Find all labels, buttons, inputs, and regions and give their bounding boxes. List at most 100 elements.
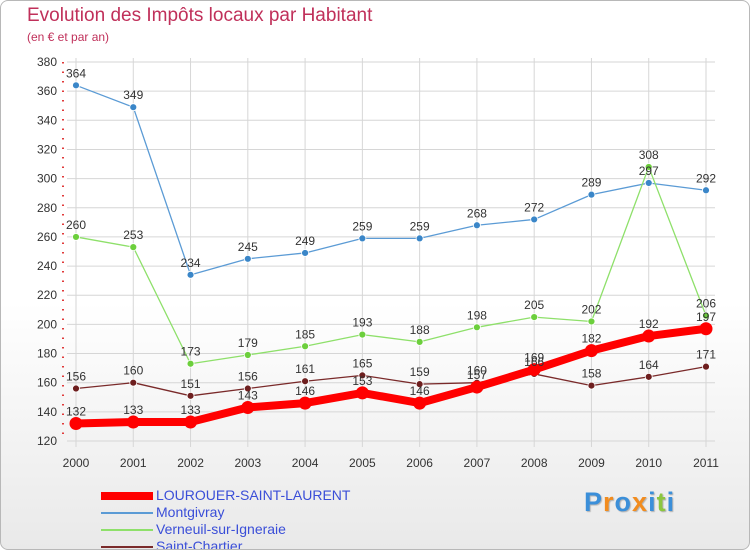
data-point — [301, 342, 309, 351]
y-axis-marker — [62, 328, 64, 330]
data-label: 297 — [639, 164, 659, 178]
data-point — [129, 243, 138, 252]
y-axis-marker — [62, 90, 64, 92]
data-point — [126, 415, 140, 429]
data-point — [301, 249, 309, 257]
data-label: 253 — [123, 228, 143, 242]
logo-letter: o — [614, 487, 633, 517]
data-point — [241, 400, 255, 414]
legend-swatch — [101, 545, 153, 548]
data-label: 164 — [639, 358, 659, 372]
y-axis-marker — [62, 413, 64, 415]
x-tick-label: 2009 — [578, 456, 605, 470]
x-tick-label: 2003 — [234, 456, 261, 470]
y-tick-label: 160 — [37, 376, 57, 390]
y-axis-marker — [62, 100, 64, 102]
x-tick-label: 2005 — [349, 456, 376, 470]
data-label: 308 — [639, 148, 659, 162]
data-point — [702, 362, 710, 371]
data-label: 206 — [696, 297, 716, 311]
series-line — [75, 366, 707, 397]
legend-swatch — [101, 491, 153, 500]
data-point — [355, 386, 369, 400]
y-tick-label: 320 — [37, 142, 57, 156]
legend-label: LOUROUER-SAINT-LAURENT — [156, 487, 351, 503]
data-point — [702, 311, 710, 320]
y-axis-marker — [62, 176, 64, 178]
y-axis-marker — [62, 337, 64, 339]
x-tick-label: 2008 — [521, 456, 548, 470]
legend-label: Verneuil-sur-Igneraie — [156, 521, 286, 537]
data-label: 193 — [352, 316, 372, 330]
x-tick-label: 2011 — [693, 456, 719, 470]
data-label: 249 — [295, 234, 315, 248]
y-tick-label: 180 — [37, 347, 57, 361]
data-label: 245 — [238, 240, 258, 254]
data-point — [69, 417, 83, 431]
data-label: 156 — [66, 370, 86, 384]
data-point — [415, 380, 424, 389]
data-label: 202 — [581, 302, 601, 316]
x-tick-label: 2006 — [406, 456, 433, 470]
y-axis-marker — [62, 214, 64, 216]
y-axis-marker — [62, 394, 64, 396]
data-label: 179 — [238, 336, 258, 350]
data-point — [413, 396, 427, 410]
y-tick-label: 340 — [37, 113, 57, 127]
data-point — [530, 313, 539, 321]
data-point — [129, 378, 138, 387]
data-point — [186, 270, 195, 279]
data-label: 169 — [524, 351, 544, 365]
data-point — [587, 317, 596, 326]
proxiti-logo[interactable]: Proxiti — [584, 487, 675, 518]
y-axis-marker — [62, 280, 64, 282]
y-axis-marker — [62, 356, 64, 358]
y-axis-marker — [62, 404, 64, 406]
data-point — [243, 254, 252, 263]
data-label: 158 — [581, 367, 601, 381]
y-axis-marker — [62, 109, 64, 111]
data-label: 161 — [295, 362, 315, 376]
x-tick-label: 2010 — [635, 456, 662, 470]
y-tick-label: 240 — [37, 259, 57, 273]
y-tick-label: 380 — [37, 55, 57, 69]
y-axis-marker — [62, 347, 64, 349]
y-axis-marker — [62, 147, 64, 149]
y-tick-label: 140 — [37, 405, 57, 419]
axes: 120 140 160 180 200 220 240 260 280 300 320 340 360 3… — [37, 55, 719, 470]
data-point — [358, 234, 367, 243]
data-label: 133 — [123, 403, 143, 417]
data-point — [642, 329, 656, 343]
data-label: 188 — [410, 323, 430, 337]
data-label: 268 — [467, 206, 487, 220]
y-tick-label: 300 — [37, 172, 57, 186]
data-label: 173 — [181, 345, 201, 359]
data-point — [184, 415, 198, 429]
y-tick-label: 200 — [37, 317, 57, 331]
y-axis-marker — [62, 166, 64, 168]
data-point — [72, 384, 80, 393]
data-label: 364 — [66, 66, 86, 80]
y-tick-label: 220 — [37, 288, 57, 302]
data-label: 133 — [181, 403, 201, 417]
data-point — [587, 381, 596, 390]
y-axis-marker — [62, 261, 64, 263]
data-label: 272 — [524, 200, 544, 214]
data-label: 156 — [238, 370, 258, 384]
series-line — [75, 166, 707, 365]
y-axis-marker — [62, 204, 64, 206]
data-label: 160 — [467, 364, 487, 378]
data-point — [243, 384, 252, 393]
data-point — [415, 337, 424, 346]
data-label: 260 — [66, 218, 86, 232]
data-label: 165 — [352, 356, 372, 370]
y-axis-marker — [62, 290, 64, 292]
data-label: 153 — [352, 374, 372, 388]
y-tick-label: 120 — [37, 434, 57, 448]
data-label: 289 — [581, 176, 601, 190]
x-tick-label: 2000 — [63, 456, 90, 470]
data-point — [470, 380, 484, 394]
x-tick-label: 2007 — [464, 456, 491, 470]
data-point — [243, 351, 252, 359]
